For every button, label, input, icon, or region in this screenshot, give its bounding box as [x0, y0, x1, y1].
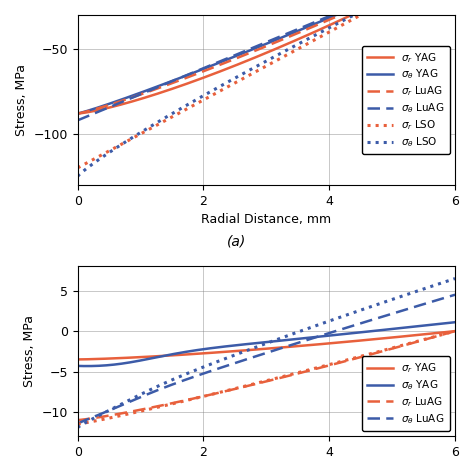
Legend: $\sigma_r$ YAG, $\sigma_\theta$ YAG, $\sigma_r$ LuAG, $\sigma_\theta$ LuAG, $\si: $\sigma_r$ YAG, $\sigma_\theta$ YAG, $\s… [362, 46, 450, 155]
X-axis label: Radial Distance, mm: Radial Distance, mm [201, 213, 331, 226]
Y-axis label: Stress, MPa: Stress, MPa [23, 315, 36, 387]
Legend: $\sigma_r$ YAG, $\sigma_\theta$ YAG, $\sigma_r$ LuAG, $\sigma_\theta$ LuAG: $\sigma_r$ YAG, $\sigma_\theta$ YAG, $\s… [362, 356, 450, 431]
Y-axis label: Stress, MPa: Stress, MPa [15, 64, 28, 136]
Text: (a): (a) [228, 235, 246, 249]
